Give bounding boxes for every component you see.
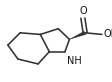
Text: O: O [80,6,87,16]
Polygon shape [69,31,86,39]
Text: NH: NH [67,56,82,66]
Text: OH: OH [103,29,112,39]
